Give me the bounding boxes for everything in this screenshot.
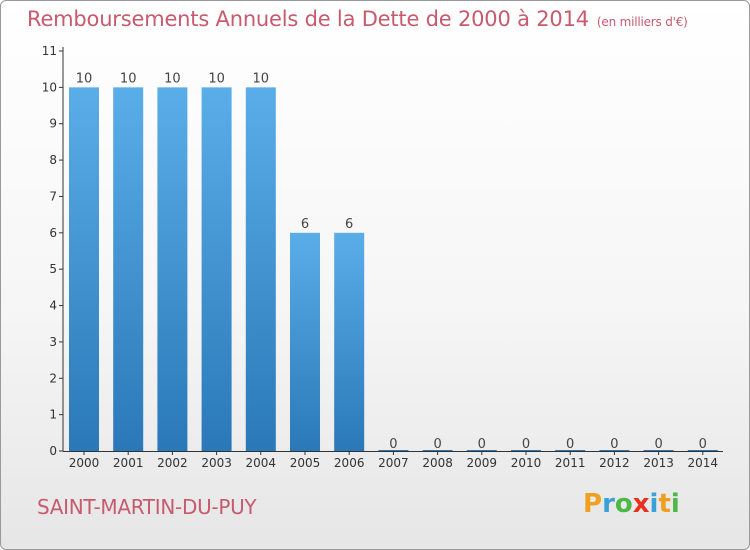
brand-letter: i (649, 489, 659, 519)
data-label-2014: 0 (699, 437, 707, 452)
y-tick-label: 4 (49, 299, 57, 313)
bar-2005 (290, 232, 320, 451)
data-label-2008: 0 (433, 437, 441, 452)
bar-2013 (643, 450, 674, 451)
data-label-2003: 10 (208, 71, 225, 86)
x-tick-label: 2003 (201, 456, 232, 470)
y-tick-label: 6 (49, 226, 57, 240)
x-tick-label: 2004 (246, 456, 277, 470)
chart-title: Remboursements Annuels de la Dette de 20… (27, 7, 589, 31)
bar-2009 (466, 450, 497, 451)
brand-logo: Proxiti (583, 489, 680, 519)
data-label-2001: 10 (120, 71, 137, 86)
brand-letter: r (602, 489, 615, 519)
data-label-2005: 6 (301, 217, 309, 232)
bar-2003 (201, 87, 232, 451)
chart-title-line: Remboursements Annuels de la Dette de 20… (27, 7, 688, 31)
x-tick-label: 2002 (157, 456, 188, 470)
brand-letter: o (614, 489, 633, 519)
data-label-2012: 0 (610, 437, 618, 452)
y-tick-label: 1 (49, 408, 57, 422)
data-label-2011: 0 (566, 437, 574, 452)
x-tick-label: 2000 (69, 456, 100, 470)
brand-letter: P (583, 489, 603, 519)
x-tick-label: 2001 (113, 456, 144, 470)
y-tick-label: 5 (49, 262, 57, 276)
y-tick-label: 8 (49, 153, 57, 167)
bar-2004 (245, 87, 276, 451)
x-tick-label: 2009 (467, 456, 498, 470)
y-tick-label: 11 (42, 44, 57, 58)
bar-2007 (378, 450, 409, 451)
brand-letter: x (632, 489, 650, 519)
bar-2008 (422, 450, 453, 451)
x-tick-label: 2014 (688, 456, 719, 470)
y-tick-label: 3 (49, 335, 57, 349)
brand-letter: t (658, 489, 671, 519)
x-tick-label: 2013 (643, 456, 674, 470)
data-label-2007: 0 (389, 437, 397, 452)
y-tick-label: 10 (42, 80, 57, 94)
bar-2002 (157, 87, 188, 451)
brand-letter: i (670, 489, 680, 519)
x-tick-label: 2011 (555, 456, 586, 470)
y-tick-label: 0 (49, 444, 57, 458)
data-label-2002: 10 (164, 71, 181, 86)
x-tick-label: 2008 (422, 456, 453, 470)
bar-2006 (334, 232, 365, 451)
data-label-2004: 10 (253, 71, 270, 86)
y-tick-label: 9 (49, 117, 57, 131)
bar-2012 (599, 450, 630, 451)
data-label-2013: 0 (654, 437, 662, 452)
commune-name: SAINT-MARTIN-DU-PUY (37, 495, 257, 519)
data-label-2010: 0 (522, 437, 530, 452)
x-tick-label: 2012 (599, 456, 630, 470)
y-tick-label: 2 (49, 371, 57, 385)
data-label-2006: 6 (345, 217, 353, 232)
x-tick-label: 2007 (378, 456, 409, 470)
bar-2011 (555, 450, 586, 451)
x-tick-label: 2010 (511, 456, 542, 470)
bar-2014 (687, 450, 718, 451)
data-label-2009: 0 (478, 437, 486, 452)
x-tick-label: 2006 (334, 456, 365, 470)
bar-2000 (69, 87, 99, 451)
x-tick-label: 2005 (290, 456, 321, 470)
bar-2001 (113, 87, 144, 451)
bar-2010 (511, 450, 541, 451)
y-tick-label: 7 (49, 189, 57, 203)
chart-subtitle: (en milliers d'€) (596, 15, 688, 29)
data-label-2000: 10 (76, 71, 93, 86)
